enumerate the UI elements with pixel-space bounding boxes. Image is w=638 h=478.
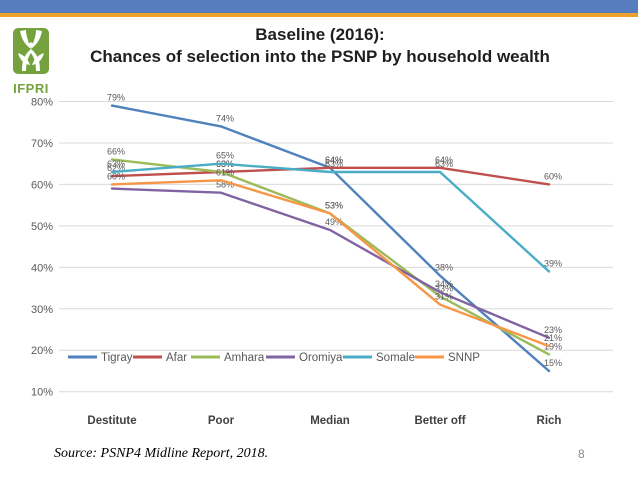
page-number: 8 xyxy=(578,447,585,461)
data-label-tigray: 15% xyxy=(544,358,562,368)
series-line-snnp xyxy=(110,179,551,348)
data-label-tigray: 64% xyxy=(325,155,343,165)
data-label-amhara: 66% xyxy=(107,147,125,157)
x-tick-label: Median xyxy=(310,415,350,427)
series-line-somale xyxy=(110,162,551,273)
y-tick-label: 60% xyxy=(31,179,53,191)
title-line-1: Baseline (2016): xyxy=(255,25,385,44)
y-tick-label: 20% xyxy=(31,345,53,357)
data-label-snnp: 53% xyxy=(325,200,343,210)
legend-item-oromiya: Oromiya xyxy=(299,352,343,364)
x-tick-label: Destitute xyxy=(87,415,136,427)
data-label-snnp: 60% xyxy=(107,171,125,181)
data-label-somale: 65% xyxy=(216,151,234,161)
data-label-afar: 62% xyxy=(107,163,125,173)
data-label-somale: 63% xyxy=(435,159,453,169)
data-label-amhara: 33% xyxy=(435,283,453,293)
title-line-2: Chances of selection into the PSNP by ho… xyxy=(90,47,550,67)
data-label-oromiya: 23% xyxy=(544,325,562,335)
gold-accent-line xyxy=(0,13,638,17)
series-line-afar xyxy=(110,166,551,186)
legend-item-amhara: Amhara xyxy=(224,352,265,364)
ifpri-logo: IFPRI xyxy=(9,27,53,96)
slide-title: Baseline (2016): Chances of selection in… xyxy=(60,24,580,68)
data-label-snnp: 21% xyxy=(544,333,562,343)
data-label-snnp: 31% xyxy=(435,292,453,302)
y-tick-label: 80% xyxy=(31,97,53,109)
x-tick-label: Better off xyxy=(414,415,465,427)
y-tick-label: 10% xyxy=(31,387,53,399)
data-label-afar: 64% xyxy=(325,155,343,165)
source-note: Source: PSNP4 Midline Report, 2018. xyxy=(54,446,269,461)
data-label-tigray: 38% xyxy=(435,263,453,273)
y-tick-label: 30% xyxy=(31,304,53,316)
y-tick-label: 40% xyxy=(31,262,53,274)
data-label-somale: 63% xyxy=(107,159,125,169)
ifpri-logo-text: IFPRI xyxy=(13,81,49,96)
data-label-afar: 64% xyxy=(435,155,453,165)
series-line-amhara xyxy=(110,158,551,356)
y-tick-label: 70% xyxy=(31,138,53,150)
data-label-afar: 60% xyxy=(544,171,562,181)
x-tick-label: Rich xyxy=(537,415,562,427)
series-line-oromiya xyxy=(110,187,551,339)
legend-item-somale: Somale xyxy=(376,352,415,364)
data-label-tigray: 79% xyxy=(107,93,125,103)
data-label-oromiya: 49% xyxy=(325,217,343,227)
series-line-tigray xyxy=(110,104,551,373)
legend-item-snnp: SNNP xyxy=(448,352,480,364)
data-label-oromiya: 34% xyxy=(435,279,453,289)
data-label-somale: 63% xyxy=(325,159,343,169)
ifpri-logo-icon xyxy=(13,28,49,74)
data-label-amhara: 53% xyxy=(325,200,343,210)
x-tick-label: Poor xyxy=(208,415,235,427)
legend-item-tigray: Tigray xyxy=(101,352,133,364)
data-label-snnp: 61% xyxy=(216,167,234,177)
data-label-oromiya: 58% xyxy=(216,180,234,190)
legend-item-afar: Afar xyxy=(166,352,187,364)
data-label-amhara: 19% xyxy=(544,341,562,351)
data-label-tigray: 74% xyxy=(216,113,234,123)
y-tick-label: 50% xyxy=(31,221,53,233)
data-label-somale: 39% xyxy=(544,258,562,268)
top-accent-bar xyxy=(0,0,638,13)
